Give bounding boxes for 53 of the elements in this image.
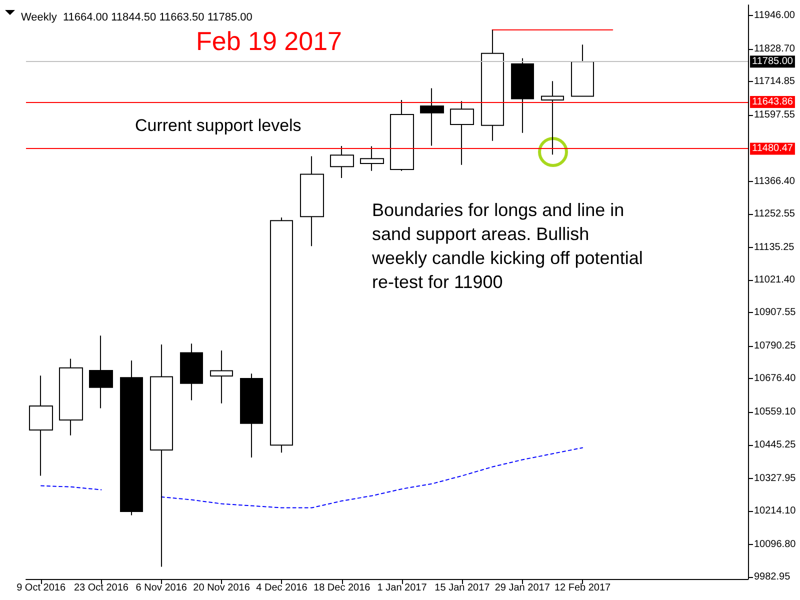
y-tick-label: 11828.70 [754,44,796,55]
x-tick-label: 9 Oct 2016 [16,582,66,594]
y-tick-label: 9982.95 [754,572,791,583]
x-tick-label: 6 Nov 2016 [136,582,188,594]
annotation: Current support levels [135,116,302,135]
x-tick-label: 12 Feb 2017 [554,582,612,594]
candlestick [180,343,203,401]
candlestick [571,44,594,97]
candlestick [511,58,534,134]
y-tick-label: 10214.10 [754,505,796,516]
x-tick-label: 1 Jan 2017 [377,582,428,594]
candlestick [120,360,143,516]
y-tick-label: 10907.55 [754,307,796,318]
candlestick [360,146,384,172]
y-tick-label: 10790.25 [754,340,796,352]
candlestick [420,88,444,146]
y-tick-label: 11597.55 [754,110,796,121]
x-tick-label: 20 Nov 2016 [193,582,250,594]
x-tick-label: 4 Dec 2016 [256,582,308,594]
candlestick [150,344,173,568]
y-tick-label: 11135.25 [754,242,795,253]
candlestick [240,373,263,458]
candlestick [300,156,324,247]
candlestick [541,80,564,156]
candlestick [481,29,504,142]
y-tick-label: 11366.40 [754,176,796,187]
x-tick-label: 23 Oct 2016 [74,582,129,594]
x-tick-label: 15 Jan 2017 [434,582,490,594]
annotation: Boundaries for longs and line in sand support areas. Bullish weekly candle kicking off potential re-test for 11900 [371,200,643,292]
y-tick-label: 10327.95 [754,472,796,484]
candlestick [29,375,53,476]
x-tick-label: 18 Dec 2016 [314,582,371,594]
ref-line-label: 11785.00 [752,56,794,68]
text: Weekly 11664.00 11844.50 11663.50 11785.00 [21,12,252,24]
y-tick-label: 10676.40 [754,373,796,384]
ref-line-label: 11480.47 [752,143,794,154]
y-tick-label: 10445.25 [754,439,796,450]
candlestick [59,358,83,436]
y-tick-label: 10559.10 [754,406,796,418]
y-tick-label: 11021.40 [754,274,796,286]
x-tick-label: 29 Jan 2017 [494,582,550,594]
y-tick-label: 10096.80 [754,538,796,550]
candlestick [89,335,113,409]
candlestick [210,350,233,404]
candlestick [390,99,414,172]
y-tick-label: 11946.00 [754,10,796,22]
annotation: Feb 19 2017 [196,26,342,56]
candlestick [450,100,474,166]
y-tick-label: 11252.55 [754,208,796,220]
candlestick [330,146,354,179]
candlestick [270,216,293,454]
y-tick-label: 11714.85 [754,76,796,88]
ref-line-label: 11643.86 [752,96,794,108]
